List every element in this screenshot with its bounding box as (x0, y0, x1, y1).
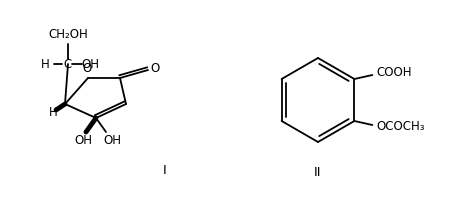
Text: OH: OH (81, 58, 99, 71)
Text: O: O (150, 62, 160, 74)
Text: I: I (163, 164, 167, 176)
Text: CH₂OH: CH₂OH (48, 27, 88, 40)
Text: H: H (41, 58, 50, 71)
Text: OH: OH (103, 134, 121, 146)
Text: II: II (314, 166, 322, 178)
Text: OH: OH (74, 134, 92, 146)
Text: O: O (82, 62, 91, 75)
Text: C: C (64, 58, 72, 71)
Text: H: H (49, 106, 57, 118)
Text: COOH: COOH (377, 66, 412, 79)
Text: OCOCH₃: OCOCH₃ (376, 120, 425, 134)
